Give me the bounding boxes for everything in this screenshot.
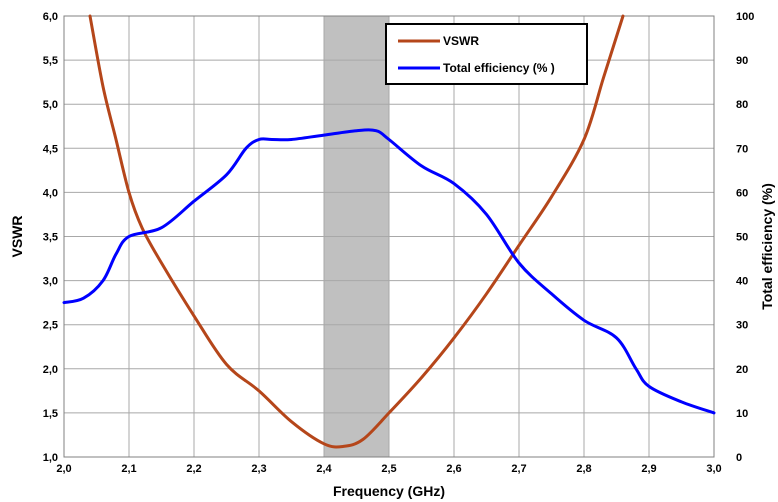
legend: VSWR Total efficiency (% ): [385, 23, 588, 85]
right-y-tick-label: 100: [736, 11, 754, 23]
legend-label-efficiency: Total efficiency (% ): [443, 61, 555, 75]
tick-label-layer: 2,0 2,1 2,2 2,3 2,4 2,5 2,6 2,7 2,8 2,9 3,0 1,0 1,5 2…: [43, 11, 755, 475]
left-y-tick-label: 3,0: [43, 276, 58, 288]
left-y-tick-label: 5,5: [43, 55, 58, 67]
left-y-tick-label: 2,0: [43, 364, 58, 376]
right-y-tick-label: 0: [736, 452, 742, 464]
x-tick-label: 2,6: [446, 463, 461, 475]
left-y-tick-label: 4,5: [43, 143, 58, 155]
right-y-tick-label: 20: [736, 364, 748, 376]
left-y-tick-label: 1,0: [43, 452, 58, 464]
left-y-tick-label: 3,5: [43, 232, 58, 244]
x-tick-label: 2,1: [121, 463, 136, 475]
series-line-vswr: [88, 14, 625, 449]
x-tick-label: 2,7: [511, 463, 526, 475]
legend-box: [385, 23, 588, 85]
plot-area-border: [63, 15, 715, 458]
x-tick-label: 2,9: [641, 463, 656, 475]
right-y-tick-label: 30: [736, 320, 748, 332]
right-y-tick-label: 40: [736, 276, 748, 288]
right-y-tick-label: 70: [736, 143, 748, 155]
left-y-axis-label: VSWR: [9, 216, 25, 258]
series-layer: [62, 14, 716, 449]
right-y-tick-label: 10: [736, 408, 748, 420]
x-tick-label: 2,3: [251, 463, 266, 475]
x-axis-label: Frequency (GHz): [333, 483, 445, 499]
x-tick-label: 2,5: [381, 463, 396, 475]
plot-frame-layer: [63, 15, 715, 458]
series-line-efficiency: [62, 128, 716, 415]
x-tick-label: 2,8: [576, 463, 591, 475]
left-y-tick-label: 1,5: [43, 408, 58, 420]
x-tick-label: 2,2: [186, 463, 201, 475]
right-y-tick-label: 80: [736, 99, 748, 111]
legend-label-vswr: VSWR: [443, 34, 479, 48]
x-tick-label: 3,0: [706, 463, 721, 475]
left-y-tick-label: 2,5: [43, 320, 58, 332]
right-y-tick-label: 60: [736, 187, 748, 199]
right-y-tick-label: 50: [736, 232, 748, 244]
left-y-tick-label: 5,0: [43, 99, 58, 111]
x-tick-label: 2,4: [316, 463, 332, 475]
right-y-axis-label: Total efficiency (%): [759, 183, 775, 310]
right-y-tick-label: 90: [736, 55, 748, 67]
x-tick-label: 2,0: [56, 463, 71, 475]
left-y-tick-label: 4,0: [43, 187, 58, 199]
left-y-tick-label: 6,0: [43, 11, 58, 23]
